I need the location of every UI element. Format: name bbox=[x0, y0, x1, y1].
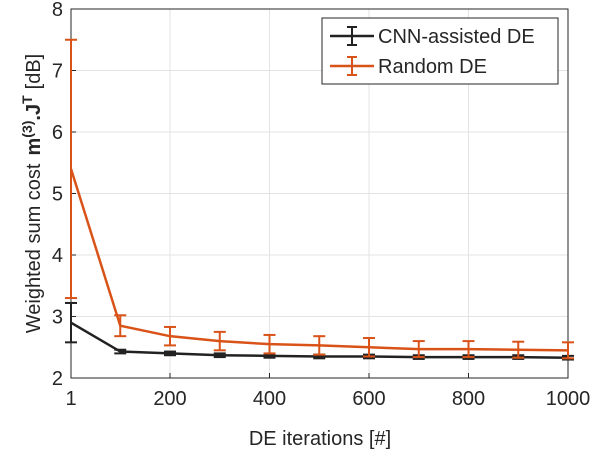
error-bar bbox=[114, 314, 127, 338]
error-bar bbox=[65, 38, 77, 300]
y-label-part: m bbox=[23, 138, 45, 156]
y-tick-label: 6 bbox=[52, 122, 63, 144]
error-bar bbox=[562, 341, 574, 360]
error-bar bbox=[213, 352, 226, 359]
y-tick-label: 5 bbox=[52, 184, 63, 206]
y-label-part: .J bbox=[23, 104, 45, 121]
error-bar bbox=[263, 333, 276, 355]
y-axis-label: Weighted sum cost m(3).JT [dB] bbox=[19, 54, 45, 333]
error-bar bbox=[213, 330, 226, 352]
x-tick-label: 800 bbox=[452, 388, 485, 410]
x-tick-label: 1000 bbox=[546, 388, 591, 410]
x-tick-label: 600 bbox=[352, 388, 385, 410]
y-tick-label: 8 bbox=[52, 0, 63, 21]
y-label-part: T bbox=[19, 95, 35, 104]
error-bar bbox=[313, 335, 326, 356]
error-bar bbox=[462, 340, 475, 359]
legend-label: Random DE bbox=[378, 56, 487, 78]
x-tick-label: 200 bbox=[153, 388, 186, 410]
x-tick-label: 1 bbox=[65, 388, 76, 410]
error-bar bbox=[65, 301, 77, 344]
y-label-part: Weighted sum cost bbox=[23, 163, 45, 333]
y-tick-label: 2 bbox=[52, 368, 63, 390]
x-tick-label: 400 bbox=[253, 388, 286, 410]
error-bar bbox=[164, 325, 177, 347]
error-bar bbox=[164, 350, 177, 357]
legend bbox=[321, 17, 559, 85]
legend-label: CNN-assisted DE bbox=[378, 26, 535, 48]
x-axis-label: DE iterations [#] bbox=[249, 428, 391, 450]
y-tick-label: 7 bbox=[52, 61, 63, 83]
error-bar bbox=[512, 340, 525, 359]
error-bar bbox=[363, 337, 376, 358]
error-bar bbox=[114, 348, 127, 355]
error-bar bbox=[412, 340, 425, 359]
y-tick-label: 4 bbox=[52, 245, 63, 267]
y-label-part: (3) bbox=[19, 121, 35, 138]
y-label-part: [dB] bbox=[23, 54, 45, 90]
y-tick-label: 3 bbox=[52, 307, 63, 329]
